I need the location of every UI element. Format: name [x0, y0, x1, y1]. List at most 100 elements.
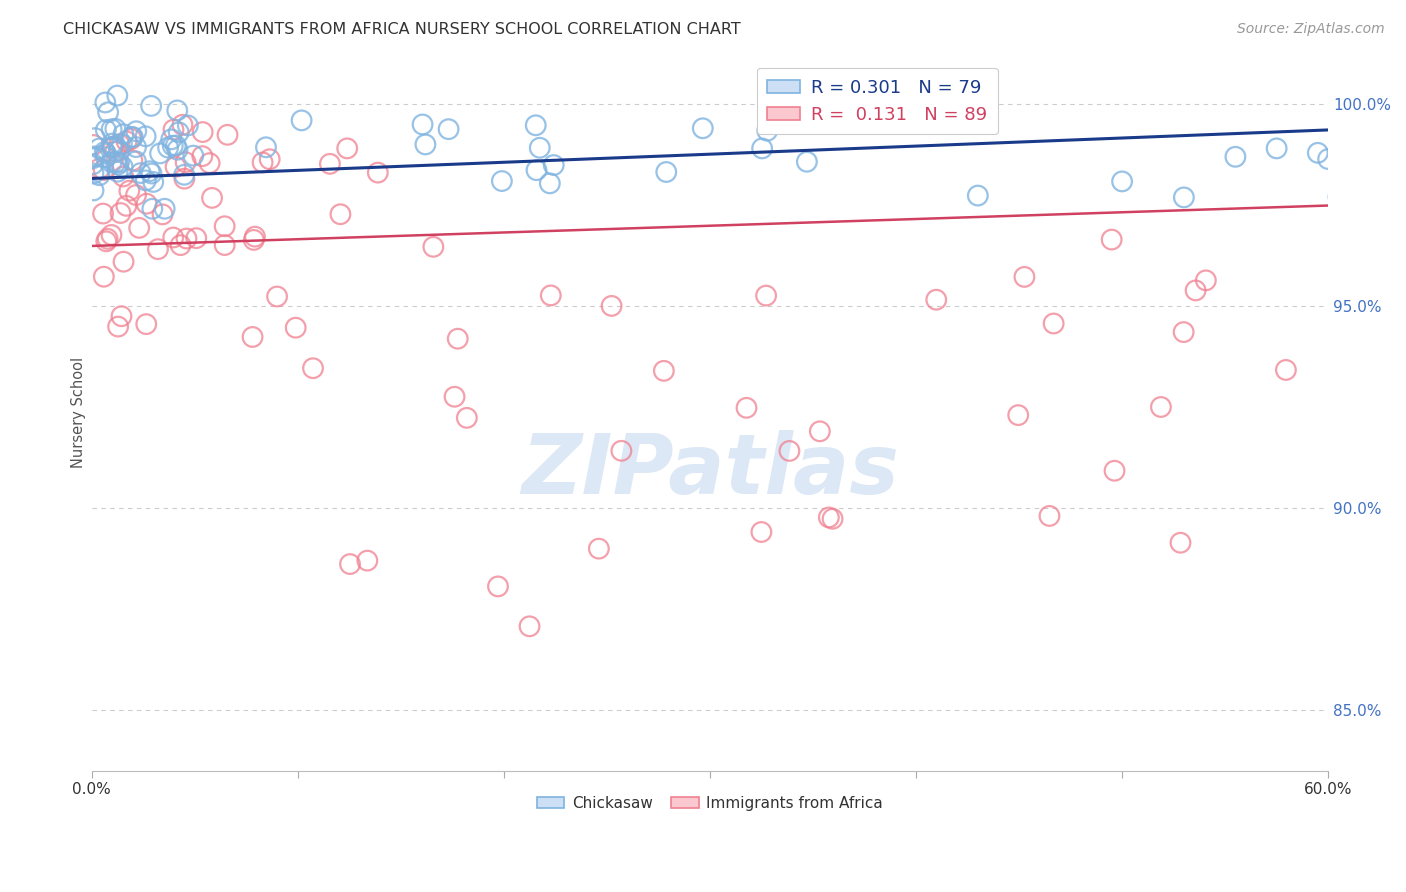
Point — [655, 165, 678, 179]
Point — [1007, 408, 1029, 422]
Point — [89, 141, 111, 155]
Point — [100, 122, 122, 136]
Point — [266, 289, 288, 303]
Point — [89, 168, 111, 182]
Point — [437, 122, 460, 136]
Point — [115, 135, 138, 149]
Point — [93, 269, 115, 284]
Point — [112, 127, 135, 141]
Point — [165, 160, 187, 174]
Point — [111, 160, 134, 174]
Point — [166, 143, 188, 157]
Point — [259, 152, 281, 166]
Point — [796, 154, 818, 169]
Point — [588, 541, 610, 556]
Point — [1170, 535, 1192, 549]
Point — [818, 510, 841, 524]
Point — [284, 320, 307, 334]
Point — [1173, 325, 1195, 339]
Point — [112, 254, 135, 268]
Point — [96, 235, 118, 249]
Point — [112, 169, 135, 184]
Point — [519, 619, 541, 633]
Point — [139, 99, 162, 113]
Point — [121, 153, 143, 168]
Point — [107, 319, 129, 334]
Point — [141, 202, 163, 216]
Point — [120, 132, 142, 146]
Point — [1327, 190, 1350, 204]
Point — [778, 444, 800, 458]
Point — [243, 229, 266, 244]
Point — [543, 158, 565, 172]
Point — [101, 139, 124, 153]
Point — [1184, 284, 1206, 298]
Point — [111, 136, 134, 151]
Point — [172, 118, 194, 132]
Point — [94, 123, 117, 137]
Point — [191, 125, 214, 139]
Point — [83, 183, 105, 197]
Point — [173, 171, 195, 186]
Point — [254, 140, 277, 154]
Point — [153, 202, 176, 216]
Point — [82, 138, 104, 153]
Point — [214, 238, 236, 252]
Point — [186, 231, 208, 245]
Point — [443, 390, 465, 404]
Point — [165, 138, 187, 153]
Point — [135, 129, 157, 144]
Point — [1101, 233, 1123, 247]
Point — [101, 140, 124, 154]
Point — [97, 232, 120, 246]
Point — [339, 557, 361, 571]
Point — [157, 140, 180, 154]
Point — [110, 310, 132, 324]
Point — [108, 155, 131, 169]
Point — [135, 317, 157, 331]
Point — [1104, 464, 1126, 478]
Point — [356, 554, 378, 568]
Point — [540, 288, 562, 302]
Point — [1173, 190, 1195, 204]
Point — [104, 121, 127, 136]
Point — [83, 149, 105, 163]
Point — [125, 124, 148, 138]
Point — [1014, 269, 1036, 284]
Point — [176, 231, 198, 245]
Point — [319, 157, 342, 171]
Point — [456, 410, 478, 425]
Point — [104, 155, 127, 169]
Point — [84, 131, 107, 145]
Point — [243, 233, 266, 247]
Point — [181, 148, 204, 162]
Point — [105, 88, 128, 103]
Point — [162, 138, 184, 153]
Point — [214, 219, 236, 234]
Point — [94, 150, 117, 164]
Point — [97, 105, 120, 120]
Point — [491, 174, 513, 188]
Point — [966, 188, 988, 202]
Point — [755, 288, 778, 302]
Point — [173, 168, 195, 182]
Point — [118, 184, 141, 198]
Point — [1265, 141, 1288, 155]
Point — [128, 220, 150, 235]
Point — [141, 167, 163, 181]
Point — [217, 128, 239, 142]
Text: Source: ZipAtlas.com: Source: ZipAtlas.com — [1237, 22, 1385, 37]
Point — [149, 146, 172, 161]
Point — [100, 227, 122, 242]
Point — [415, 137, 437, 152]
Point — [529, 141, 551, 155]
Point — [1275, 363, 1298, 377]
Point — [486, 579, 509, 593]
Point — [652, 364, 675, 378]
Point — [94, 146, 117, 161]
Point — [100, 155, 122, 169]
Point — [125, 154, 148, 169]
Point — [135, 196, 157, 211]
Point — [925, 293, 948, 307]
Point — [524, 118, 547, 132]
